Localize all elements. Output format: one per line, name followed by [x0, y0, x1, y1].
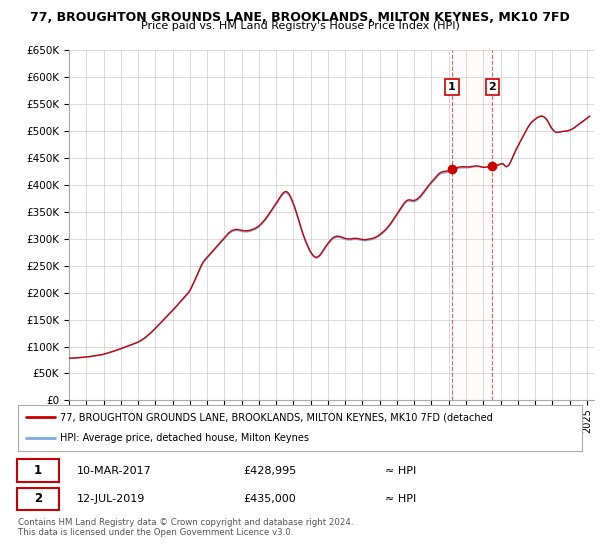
- Text: £435,000: £435,000: [244, 494, 296, 504]
- Bar: [452, 50, 493, 400]
- Text: 1: 1: [448, 82, 456, 92]
- Text: Price paid vs. HM Land Registry's House Price Index (HPI): Price paid vs. HM Land Registry's House …: [140, 21, 460, 31]
- Text: 1: 1: [34, 464, 42, 477]
- FancyBboxPatch shape: [17, 488, 59, 510]
- Text: Contains HM Land Registry data © Crown copyright and database right 2024.
This d: Contains HM Land Registry data © Crown c…: [18, 518, 353, 538]
- FancyBboxPatch shape: [17, 459, 59, 482]
- Text: £428,995: £428,995: [244, 465, 297, 475]
- Text: ≈ HPI: ≈ HPI: [385, 494, 416, 504]
- Text: 12-JUL-2019: 12-JUL-2019: [77, 494, 146, 504]
- Text: 2: 2: [34, 492, 42, 505]
- Text: ≈ HPI: ≈ HPI: [385, 465, 416, 475]
- Text: HPI: Average price, detached house, Milton Keynes: HPI: Average price, detached house, Milt…: [60, 433, 310, 444]
- Text: 77, BROUGHTON GROUNDS LANE, BROOKLANDS, MILTON KEYNES, MK10 7FD (detached: 77, BROUGHTON GROUNDS LANE, BROOKLANDS, …: [60, 412, 493, 422]
- Text: 10-MAR-2017: 10-MAR-2017: [77, 465, 152, 475]
- Text: 77, BROUGHTON GROUNDS LANE, BROOKLANDS, MILTON KEYNES, MK10 7FD: 77, BROUGHTON GROUNDS LANE, BROOKLANDS, …: [30, 11, 570, 24]
- Text: 2: 2: [488, 82, 496, 92]
